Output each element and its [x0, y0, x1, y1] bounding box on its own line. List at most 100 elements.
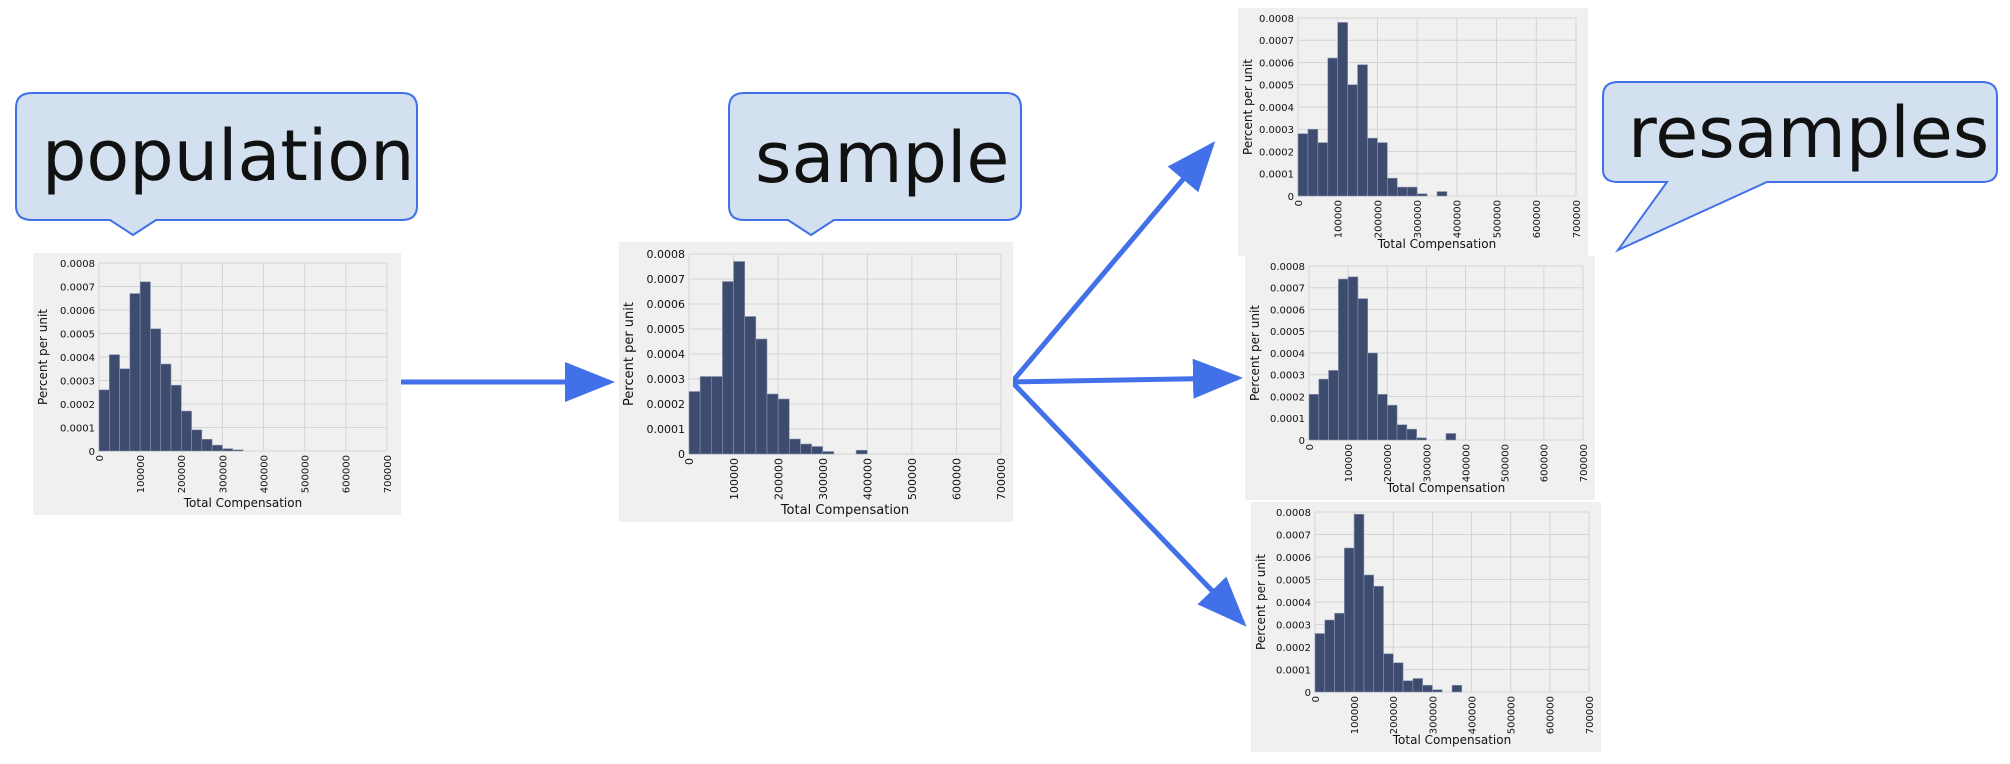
histogram-bar [1396, 186, 1408, 197]
y-tick-label: 0.0001 [1270, 414, 1305, 425]
x-tick-label: 700000 [995, 458, 1008, 500]
histogram-bar [108, 354, 120, 452]
histogram-bar [1297, 133, 1309, 197]
arrow-sample-to-resample-1 [1010, 141, 1216, 384]
y-axis-label: Percent per unit [1248, 305, 1262, 401]
y-tick-label: 0.0002 [647, 398, 686, 411]
histogram-bar [777, 398, 790, 455]
histogram-bar [1451, 684, 1463, 693]
y-tick-label: 0 [1305, 688, 1311, 699]
histogram-bar [1353, 513, 1365, 693]
y-tick-label: 0.0003 [1276, 620, 1311, 631]
histogram-bar [1396, 424, 1408, 441]
y-tick-label: 0.0001 [1276, 665, 1311, 676]
histogram-bar [710, 376, 723, 455]
histogram-bar [1328, 370, 1339, 441]
x-tick-label: 300000 [1422, 444, 1433, 482]
resamples-bubble-shape [1602, 81, 1998, 253]
x-tick-label: 500000 [1501, 444, 1512, 482]
histogram-bar [1337, 22, 1348, 197]
histogram-bar [1308, 394, 1320, 441]
x-tick-label: 0 [1305, 444, 1316, 450]
chart-background [33, 253, 401, 515]
y-tick-label: 0.0002 [1259, 147, 1294, 158]
histogram-bar [800, 443, 812, 455]
x-tick-label: 700000 [1579, 444, 1590, 482]
x-tick-label: 700000 [1572, 200, 1583, 238]
x-tick-label: 200000 [772, 458, 785, 500]
histogram-bar [1416, 437, 1427, 441]
y-tick-label: 0.0004 [1259, 103, 1294, 114]
y-tick-label: 0.0003 [647, 373, 686, 386]
y-tick-label: 0 [1299, 436, 1305, 447]
y-tick-label: 0.0003 [1259, 125, 1294, 136]
chart-sample: 0 0.0001 0.0002 0.0003 0.0004 0.0005 0.0006 0.0… [619, 242, 1013, 522]
y-tick-label: 0.0004 [1276, 598, 1311, 609]
y-tick-label: 0.0008 [60, 259, 95, 270]
x-tick-label: 700000 [383, 455, 394, 493]
histogram-bar [139, 281, 151, 452]
y-tick-label: 0.0001 [60, 423, 95, 434]
y-tick-label: 0.0002 [1276, 643, 1311, 654]
chart-background [619, 242, 1013, 522]
y-tick-label: 0.0005 [1276, 575, 1311, 586]
histogram-bar [1436, 191, 1448, 197]
histogram-bar [1357, 64, 1368, 197]
histogram-bar [211, 444, 223, 452]
y-tick-label: 0.0004 [1270, 349, 1305, 360]
histogram-bar [232, 449, 244, 452]
y-tick-label: 0.0007 [647, 273, 686, 286]
x-tick-label: 500000 [1507, 696, 1518, 734]
histogram-bar [222, 448, 234, 452]
y-tick-label: 0.0006 [60, 306, 95, 317]
histogram-bar [1357, 298, 1369, 441]
x-tick-label: 0 [1311, 696, 1322, 702]
histogram-bar [1377, 142, 1388, 197]
y-tick-label: 0.0008 [1259, 14, 1294, 25]
histogram-bar [1377, 394, 1388, 441]
resamples-label: resamples [1628, 92, 1989, 174]
x-tick-label: 600000 [1540, 444, 1551, 482]
histogram-bar [1432, 689, 1443, 693]
histogram-bar [1327, 57, 1339, 197]
x-tick-label: 300000 [817, 458, 830, 500]
histogram-bar [1334, 612, 1345, 693]
histogram-bar [160, 363, 172, 452]
histogram-bar [1392, 662, 1404, 693]
y-tick-label: 0.0006 [1270, 305, 1305, 316]
histogram-bar [1317, 142, 1329, 197]
y-tick-label: 0.0002 [1270, 392, 1305, 403]
x-tick-label: 600000 [951, 458, 964, 500]
x-tick-label: 100000 [728, 458, 741, 500]
x-tick-label: 500000 [1492, 200, 1503, 238]
arrow-sample-to-resample-2 [1011, 358, 1243, 399]
histogram-bar [98, 389, 110, 452]
chart-population: 0 0.0001 0.0002 0.0003 0.0004 0.0005 0.0006 0.0… [33, 253, 401, 515]
y-tick-label: 0.0005 [60, 329, 95, 340]
chart-background [1251, 502, 1601, 752]
histogram-bar [201, 438, 213, 452]
y-tick-label: 0.0004 [60, 353, 95, 364]
y-tick-label: 0.0007 [60, 282, 95, 293]
histogram-bar [811, 446, 824, 455]
x-axis-label: Total Compensation [1392, 733, 1511, 747]
y-tick-label: 0 [1288, 192, 1294, 203]
y-tick-label: 0.0003 [60, 376, 95, 387]
y-axis-label: Percent per unit [36, 309, 50, 405]
chart-background [1238, 8, 1588, 256]
histogram-bar [1367, 137, 1378, 197]
histogram-bar [1338, 278, 1349, 441]
y-tick-label: 0.0003 [1270, 371, 1305, 382]
histogram-bar [733, 261, 746, 455]
histogram-bar [1445, 433, 1457, 441]
y-axis-label: Percent per unit [1241, 59, 1255, 155]
chart-background [1245, 256, 1595, 500]
x-axis-label: Total Compensation [780, 503, 909, 518]
x-tick-label: 400000 [1461, 444, 1472, 482]
x-tick-label: 300000 [218, 455, 229, 493]
histogram-bar [1347, 276, 1359, 441]
x-tick-label: 300000 [1428, 696, 1439, 734]
y-tick-label: 0.0007 [1259, 36, 1294, 47]
y-tick-label: 0 [678, 448, 685, 461]
